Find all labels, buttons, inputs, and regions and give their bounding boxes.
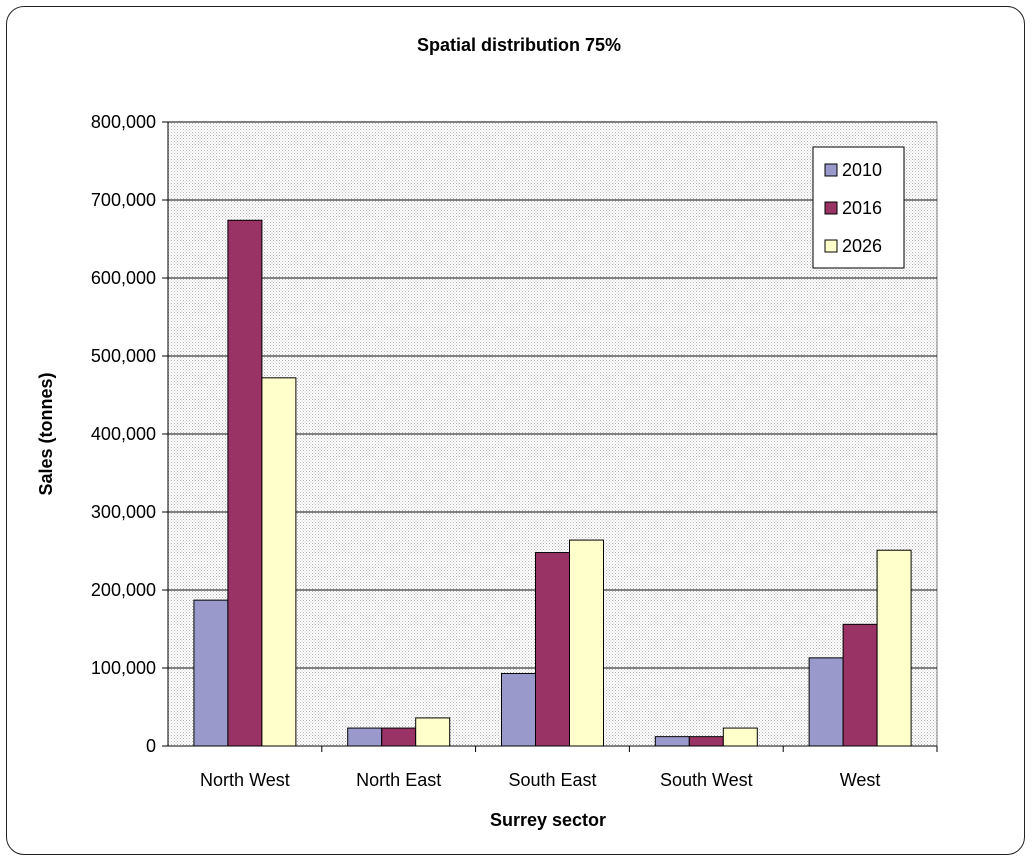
bar-2016-north-west xyxy=(227,219,263,747)
y-tick-label: 0 xyxy=(146,736,156,756)
bar-2010-north-east xyxy=(347,727,383,747)
bar-2010-north-west xyxy=(193,599,229,747)
legend-label-2016: 2016 xyxy=(842,198,882,218)
x-tick-label: North West xyxy=(200,770,290,790)
y-tick-label: 700,000 xyxy=(91,190,156,210)
legend: 2010 2016 2026 xyxy=(812,146,905,269)
legend-swatch-2016 xyxy=(824,201,838,215)
bar-2016-north-east xyxy=(381,727,417,747)
bar-2016-south-west xyxy=(688,736,724,747)
legend-label-2010: 2010 xyxy=(842,160,882,180)
legend-swatch-2026 xyxy=(824,239,838,253)
bar-2026-south-west xyxy=(722,727,758,747)
chart-title: Spatial distribution 75% xyxy=(417,35,621,55)
bar-2026-south-east xyxy=(569,539,604,747)
bar-2016-south-east xyxy=(535,552,570,747)
x-tick-label: South West xyxy=(660,770,753,790)
x-tick-label: North East xyxy=(356,770,441,790)
bars xyxy=(193,219,912,747)
x-tick-label: West xyxy=(840,770,881,790)
x-tick-label: South East xyxy=(508,770,596,790)
legend-swatch-2010 xyxy=(824,163,838,177)
bar-2010-west xyxy=(808,657,844,747)
y-tick-label: 100,000 xyxy=(91,658,156,678)
bar-2016-west xyxy=(842,623,878,747)
bar-2010-south-west xyxy=(654,736,690,747)
y-axis-title: Sales (tonnes) xyxy=(36,372,56,495)
y-tick-label: 300,000 xyxy=(91,502,156,522)
x-axis-title: Surrey sector xyxy=(490,810,606,830)
y-tick-label: 200,000 xyxy=(91,580,156,600)
y-tick-label: 600,000 xyxy=(91,268,156,288)
bar-2026-north-west xyxy=(261,377,297,747)
bar-2010-south-east xyxy=(501,672,536,747)
bar-2026-west xyxy=(876,549,912,747)
bar-2026-north-east xyxy=(415,717,451,747)
y-tick-label: 800,000 xyxy=(91,112,156,132)
y-axis-ticks: 0 100,000 200,000 300,000 400,000 500,000 600,… xyxy=(91,112,168,756)
y-tick-label: 400,000 xyxy=(91,424,156,444)
y-tick-label: 500,000 xyxy=(91,346,156,366)
x-axis-ticks: North West North East South East South West… xyxy=(200,746,938,790)
legend-label-2026: 2026 xyxy=(842,236,882,256)
